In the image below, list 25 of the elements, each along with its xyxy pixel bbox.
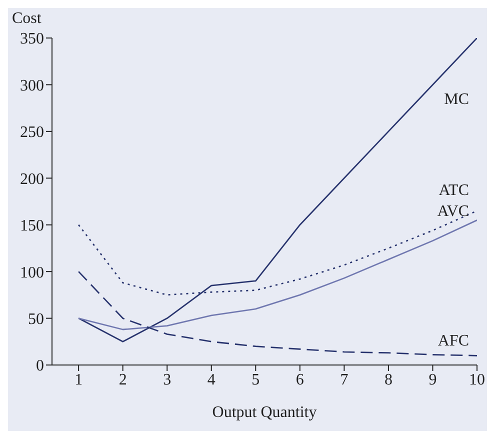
y-tick-label: 150	[20, 218, 44, 235]
y-tick-label: 250	[20, 124, 44, 142]
x-tick-label: 4	[207, 371, 216, 388]
y-tick-label: 350	[20, 30, 44, 48]
series-label: AVC	[437, 203, 469, 220]
x-tick-label: 3	[163, 371, 172, 388]
x-tick-label: 5	[252, 371, 260, 388]
x-tick-label: 2	[118, 371, 127, 388]
y-axis-title: Cost	[12, 10, 42, 28]
x-tick-label: 6	[296, 371, 304, 388]
series-label: MC	[444, 91, 469, 108]
x-tick-label: 10	[469, 371, 485, 388]
x-axis-title: Output Quantity	[212, 404, 317, 421]
line-series	[78, 219, 477, 330]
x-tick-label: 9	[428, 371, 437, 388]
x-tick-label: 8	[384, 371, 392, 388]
y-tick-label: 50	[28, 310, 44, 328]
y-tick-label: 300	[20, 77, 44, 94]
y-tick-label: 100	[20, 264, 44, 282]
x-tick-label: 1	[74, 371, 83, 388]
y-tick-label: 0	[36, 358, 44, 375]
x-tick-label: 7	[340, 371, 348, 388]
series-label: ATC	[438, 182, 469, 199]
series-label: AFC	[438, 332, 469, 350]
y-tick-label: 200	[20, 170, 44, 188]
